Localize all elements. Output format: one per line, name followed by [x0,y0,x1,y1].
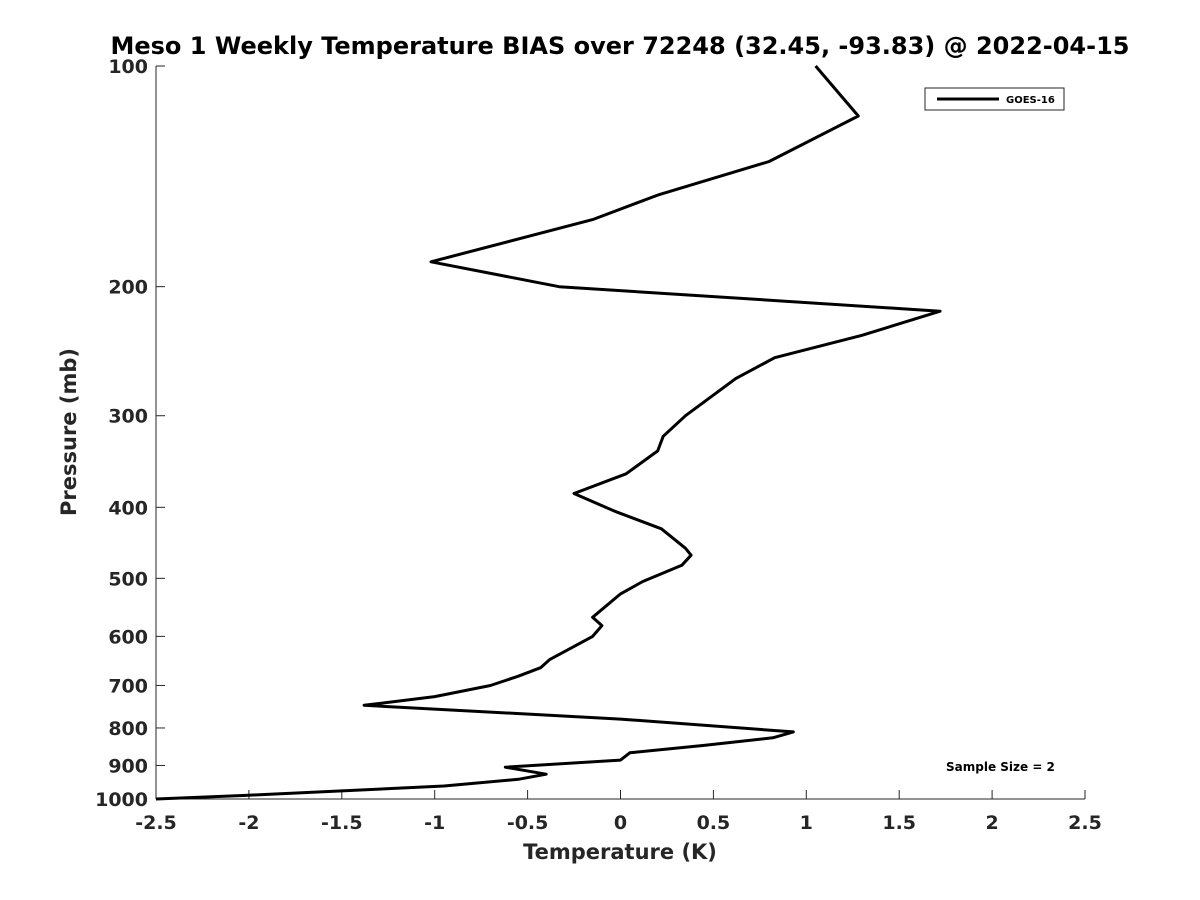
x-tick-label: 1 [800,812,813,834]
x-tick-label: 1.5 [882,812,916,834]
x-tick-label: 2 [985,812,998,834]
y-tick-label: 300 [108,406,148,428]
y-tick-label: 500 [108,568,148,590]
y-tick-label: 800 [108,718,148,740]
x-axis-label: Temperature (K) [523,840,717,864]
y-tick-label: 600 [108,626,148,648]
x-tick-label: -2 [238,812,259,834]
legend-label-goes-16: GOES-16 [1006,95,1055,106]
y-tick-label: 400 [108,497,148,519]
y-tick-label: 100 [108,56,148,78]
y-axis-ticks: 100 200 300 400 500 600 700 800 900 1000 [95,56,165,811]
x-axis-ticks: -2.5 -2 -1.5 -1 -0.5 0 0.5 1 1.5 2 2.5 [135,790,1102,834]
x-tick-label: 0 [614,812,627,834]
sample-size-annotation: Sample Size = 2 [946,760,1055,774]
plot-area [155,66,1085,800]
y-axis-label: Pressure (mb) [57,348,81,516]
y-tick-label: 700 [108,675,148,697]
series-layer [155,65,942,801]
y-tick-label: 900 [108,755,148,777]
x-tick-label: -0.5 [507,812,549,834]
series-line-goes-16 [155,65,942,801]
y-tick-label: 200 [108,277,148,299]
x-tick-label: 0.5 [697,812,731,834]
x-tick-label: -1.5 [321,812,363,834]
x-tick-label: -2.5 [135,812,177,834]
chart-title: Meso 1 Weekly Temperature BIAS over 7224… [110,32,1129,60]
x-tick-label: -1 [424,812,445,834]
y-tick-label: 1000 [95,789,148,811]
legend: GOES-16 [924,87,1065,111]
x-tick-label: 2.5 [1068,812,1102,834]
